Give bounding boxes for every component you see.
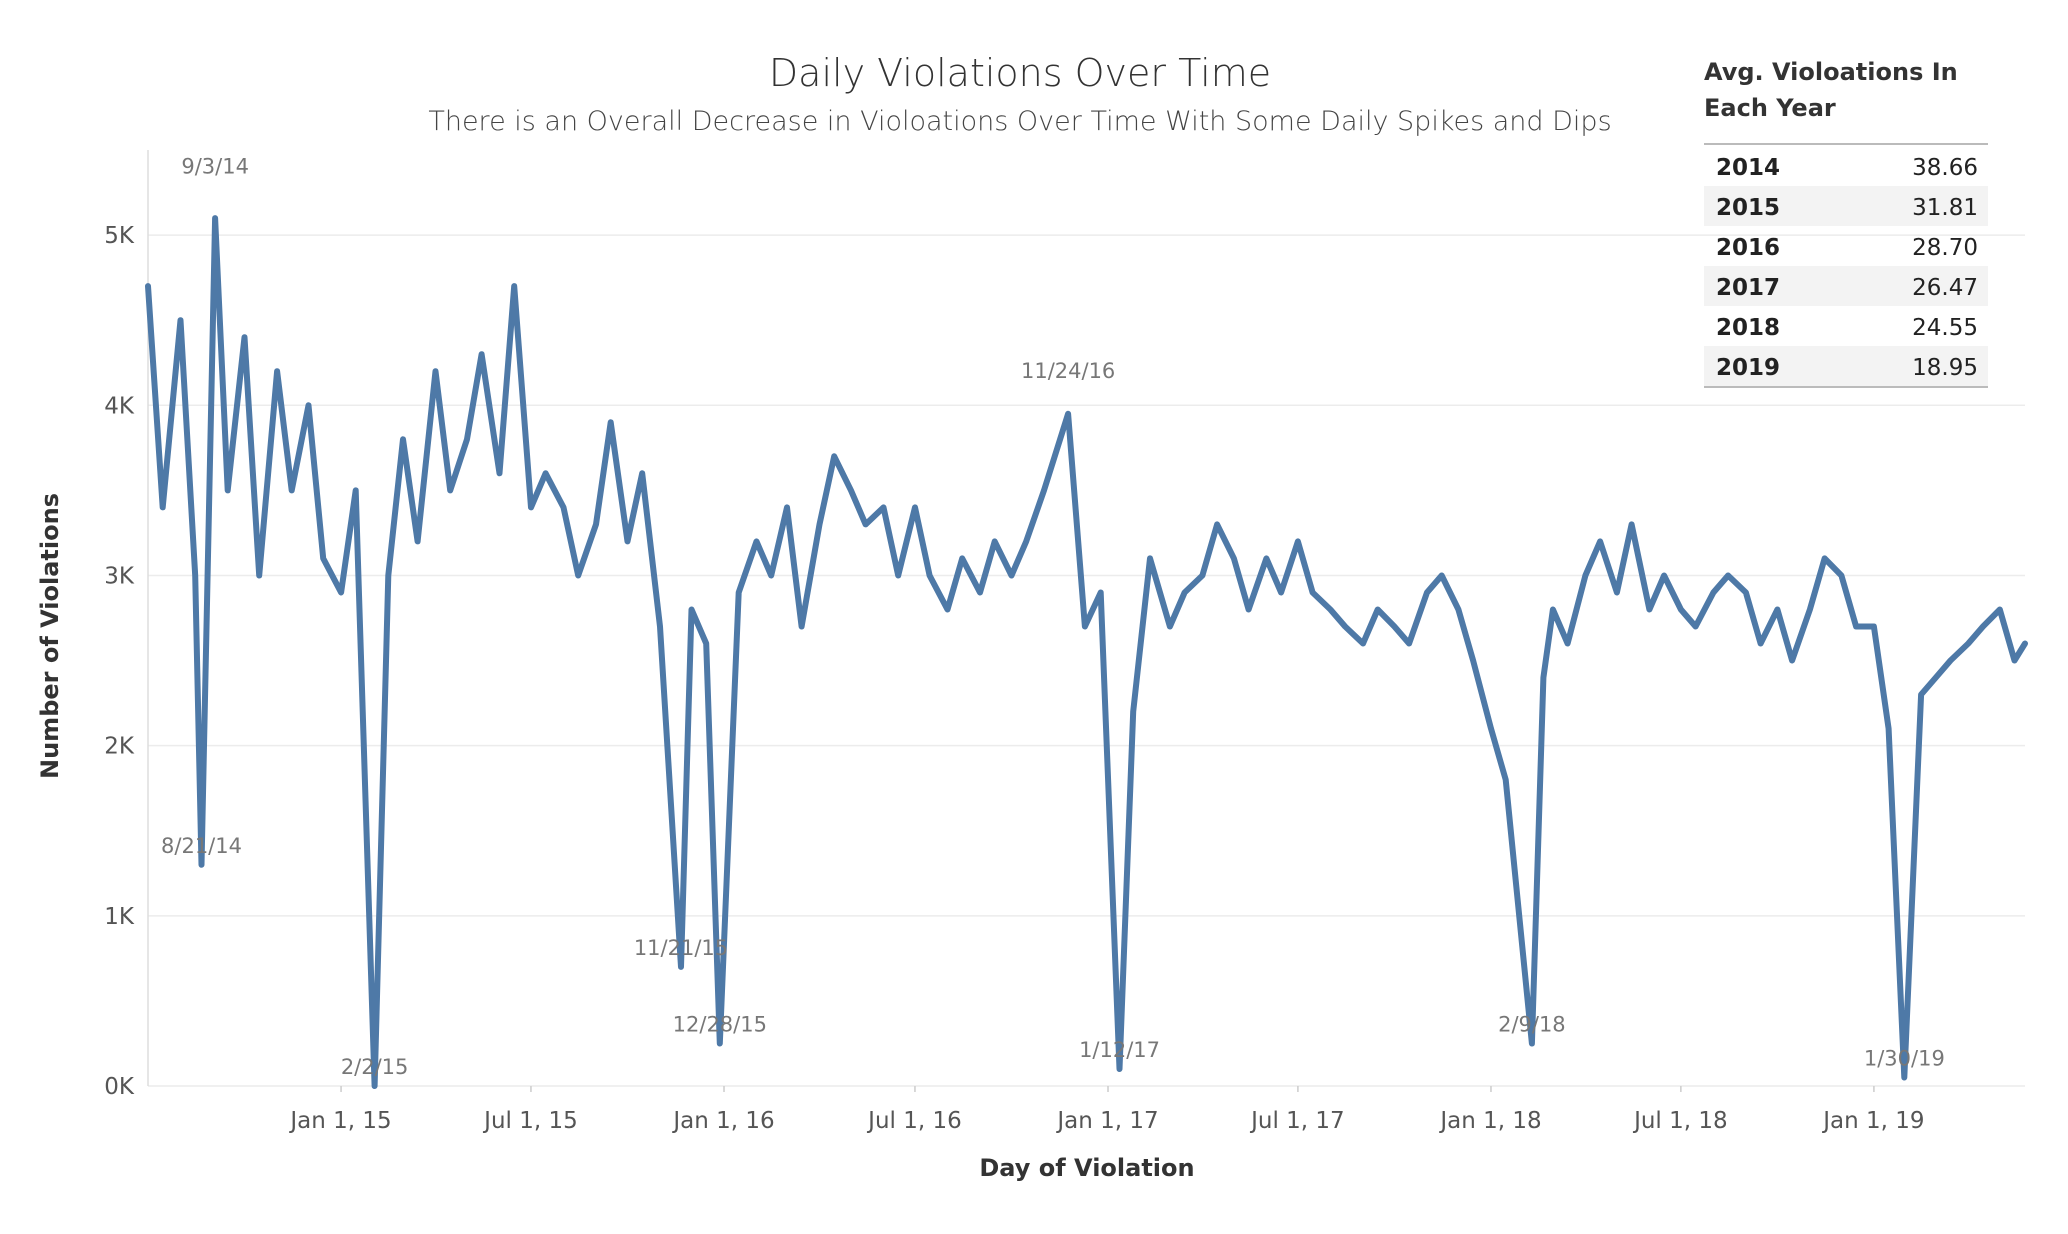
table-value-cell: 38.66 [1912,155,1978,181]
x-tick-label: Jan 1, 19 [1821,1108,1924,1134]
x-tick-label: Jul 1, 18 [1632,1108,1728,1134]
annotation-label: 8/21/14 [161,834,242,858]
gridlines [147,150,2025,1087]
table-row-bg [1704,266,1988,306]
chart-subtitle: There is an Overall Decrease in Violoati… [428,106,1611,137]
avg-violations-table: Avg. Violoations In Each Year 2014 38.662… [1704,58,1988,388]
x-axis-title: Day of Violation [979,1154,1194,1182]
y-axis-ticks: 0K 1K 2K 3K 4K 5K [104,223,135,1100]
annotation-label: 11/24/16 [1021,359,1115,383]
table-value-cell: 18.95 [1912,355,1978,381]
y-tick-label: 1K [104,904,135,930]
annotation-label: 1/30/19 [1864,1046,1945,1070]
table-title-line2: Each Year [1704,94,1836,122]
table-title-line1: Avg. Violoations In [1704,58,1958,86]
y-tick-label: 3K [104,563,135,589]
x-tick-label: Jul 1, 15 [482,1108,578,1134]
table-value-cell: 28.70 [1912,235,1978,261]
x-axis-ticks: Jan 1, 15 Jul 1, 15 Jan 1, 16 Jul 1, 16 Jan … [288,1086,1925,1134]
chart-title: Daily Violations Over Time [769,51,1271,95]
series-line-daily-violations [145,215,2028,1089]
annotation-label: 2/2/15 [341,1055,409,1079]
table-year-cell: 2016 [1716,235,1780,261]
y-axis-title: Number of Violations [36,493,64,779]
annotations: 9/3/14 8/21/14 2/2/15 11/21/15 12/28/15 11/24… [161,155,1945,1079]
x-tick-label: Jan 1, 17 [1055,1108,1158,1134]
table-value-cell: 31.81 [1912,195,1978,221]
x-tick-label: Jul 1, 16 [866,1108,962,1134]
annotation-label: 11/21/15 [634,936,728,960]
table-row-bg [1704,346,1988,386]
x-tick-label: Jan 1, 16 [671,1108,774,1134]
table-value-cell: 24.55 [1912,315,1978,341]
y-tick-label: 2K [104,734,135,760]
table-year-cell: 2018 [1716,315,1780,341]
table-year-cell: 2017 [1716,275,1780,301]
annotation-label: 1/12/17 [1079,1038,1160,1062]
table-row-bg [1704,186,1988,226]
annotation-label: 12/28/15 [673,1012,767,1036]
table-rows: 2014 38.66 2015 31.81 2016 28.70 2017 26.47 2018… [1704,155,1988,386]
annotation-label: 2/9/18 [1498,1012,1566,1036]
table-year-cell: 2014 [1716,155,1780,181]
table-year-cell: 2019 [1716,355,1780,381]
x-tick-label: Jan 1, 15 [288,1108,391,1134]
annotation-label: 9/3/14 [181,155,249,179]
x-tick-label: Jan 1, 18 [1438,1108,1541,1134]
y-tick-label: 5K [104,223,135,249]
table-year-cell: 2015 [1716,195,1780,221]
y-tick-label: 4K [104,393,135,419]
table-value-cell: 26.47 [1912,275,1978,301]
y-tick-label: 0K [104,1074,135,1100]
x-tick-label: Jul 1, 17 [1249,1108,1345,1134]
